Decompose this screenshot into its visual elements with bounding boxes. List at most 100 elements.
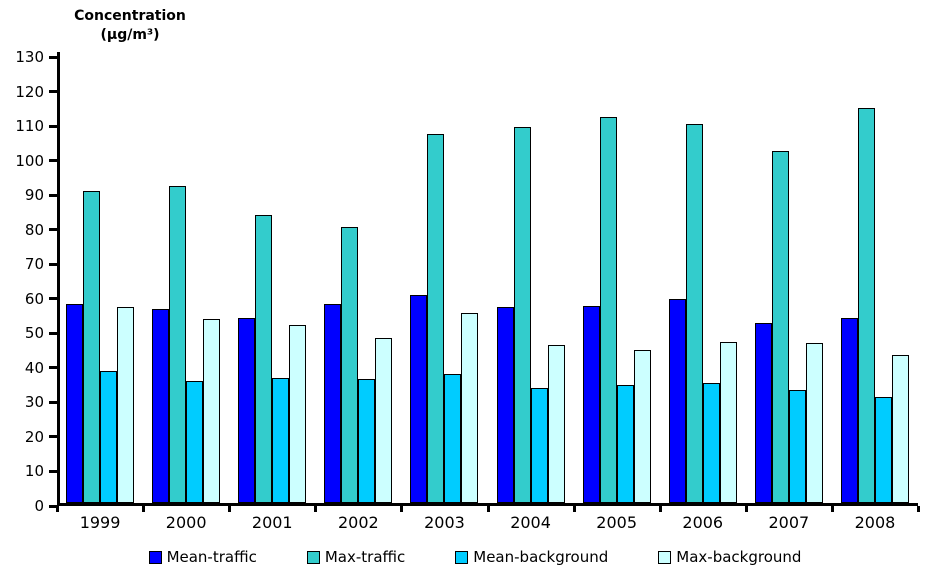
x-axis-tick [314, 506, 318, 512]
legend-label: Max-traffic [324, 548, 406, 566]
bar-mean-traffic-2002 [324, 304, 342, 503]
bar-max-traffic-2003 [427, 134, 445, 503]
bar-mean-traffic-2004 [496, 307, 514, 503]
bar-max-background-2005 [633, 350, 651, 503]
bar-max-traffic-2006 [685, 124, 703, 503]
bar-max-traffic-2001 [255, 215, 273, 503]
y-axis-tick [49, 297, 57, 301]
x-axis-tick [917, 506, 920, 512]
x-axis-tick [658, 506, 662, 512]
x-axis-category-label: 2007 [768, 513, 810, 532]
x-axis-category-label: 2008 [854, 513, 896, 532]
legend-swatch-mean-traffic [148, 550, 162, 564]
y-axis-tick-label: 10 [24, 462, 44, 481]
bar-mean-traffic-2001 [238, 318, 256, 503]
legend-swatch-max-traffic [306, 550, 320, 564]
x-axis-category-label: 2004 [510, 513, 551, 532]
bar-mean-background-2001 [272, 378, 290, 503]
x-axis-tick [744, 506, 748, 512]
bar-mean-traffic-2008 [840, 318, 858, 503]
bar-mean-background-2008 [874, 397, 892, 503]
y-axis-tick [49, 435, 57, 439]
bar-max-background-1999 [117, 307, 135, 503]
y-axis-tick-label: 30 [24, 393, 44, 412]
bar-max-traffic-1999 [83, 191, 101, 503]
bar-mean-traffic-2007 [754, 323, 772, 503]
bar-max-traffic-2008 [857, 108, 875, 503]
y-axis-tick [49, 331, 57, 335]
y-axis-tick [49, 469, 57, 473]
x-axis-category-label: 2006 [682, 513, 724, 532]
y-axis-tick [49, 504, 57, 508]
plot-area [57, 57, 918, 506]
y-axis-tick-label: 120 [15, 82, 44, 101]
bar-mean-traffic-2006 [668, 299, 686, 503]
legend-item-mean-traffic: Mean-traffic [148, 548, 257, 566]
x-axis-tick [142, 506, 146, 512]
bar-mean-background-1999 [100, 371, 118, 503]
legend-item-mean-background: Mean-background [455, 548, 608, 566]
y-axis-tick [49, 90, 57, 94]
bar-mean-traffic-2000 [152, 309, 170, 503]
y-axis-tick [49, 124, 57, 128]
x-axis-tick [56, 506, 59, 512]
bar-mean-traffic-2005 [582, 306, 600, 503]
y-axis-tick [49, 262, 57, 266]
y-axis-tick [49, 55, 57, 59]
bar-mean-background-2004 [530, 388, 548, 503]
y-axis-tick-label: 80 [24, 220, 44, 239]
x-axis-tick [830, 506, 834, 512]
bar-mean-background-2005 [616, 385, 634, 503]
x-axis-category-label: 2000 [165, 513, 207, 532]
y-axis-tick [49, 228, 57, 232]
y-axis-tick [49, 159, 57, 163]
bar-mean-traffic-1999 [66, 304, 84, 503]
bar-max-traffic-2002 [341, 227, 359, 503]
y-axis-tick-label: 50 [24, 324, 44, 343]
legend-swatch-mean-background [455, 550, 469, 564]
bar-max-background-2003 [461, 313, 479, 503]
legend-label: Max-background [676, 548, 802, 566]
bar-max-background-2004 [547, 345, 565, 503]
bar-mean-traffic-2003 [410, 295, 428, 503]
y-axis-tick-label: 130 [15, 48, 44, 66]
x-axis-tick [572, 506, 576, 512]
x-axis-category-label: 1999 [79, 513, 121, 532]
x-axis-tick [400, 506, 404, 512]
legend-swatch-max-background [658, 550, 672, 564]
y-axis-tick-label: 110 [15, 117, 44, 136]
y-axis-tick [49, 366, 57, 370]
x-axis-tick [228, 506, 232, 512]
y-axis-line [57, 52, 60, 58]
bar-max-background-2001 [289, 325, 307, 503]
legend: Mean-traffic Max-traffic Mean-background Ma… [0, 546, 950, 568]
bar-mean-background-2000 [186, 381, 204, 503]
x-axis-category-label: 2002 [337, 513, 379, 532]
bar-max-traffic-2005 [599, 117, 617, 503]
y-axis-tick [49, 193, 57, 197]
bar-max-background-2008 [891, 355, 909, 503]
y-axis-tick-label: 90 [24, 186, 44, 205]
bar-max-traffic-2004 [513, 127, 531, 503]
y-axis-tick-label: 40 [24, 358, 44, 377]
y-axis-tick-label: 60 [24, 289, 44, 308]
legend-item-max-traffic: Max-traffic [306, 548, 406, 566]
legend-item-max-background: Max-background [658, 548, 801, 566]
bar-max-traffic-2007 [771, 151, 789, 503]
x-axis-category-label: 2003 [424, 513, 465, 532]
bar-mean-background-2007 [788, 390, 806, 503]
y-axis-tick-label: 0 [34, 497, 44, 515]
x-axis-category-label: 2001 [251, 513, 293, 532]
bar-max-background-2006 [719, 342, 737, 503]
y-axis-tick-label: 20 [24, 427, 44, 446]
bar-mean-background-2006 [702, 383, 720, 503]
y-axis-title-line2: (µg/m³) [100, 27, 160, 43]
bar-max-background-2002 [375, 338, 393, 503]
bar-max-traffic-2000 [169, 186, 187, 503]
y-axis-title: Concentration (µg/m³) [62, 7, 198, 45]
y-axis-title-line1: Concentration [74, 8, 186, 24]
legend-label: Mean-background [473, 548, 609, 566]
bar-max-background-2000 [203, 319, 221, 503]
legend-label: Mean-traffic [166, 548, 257, 566]
